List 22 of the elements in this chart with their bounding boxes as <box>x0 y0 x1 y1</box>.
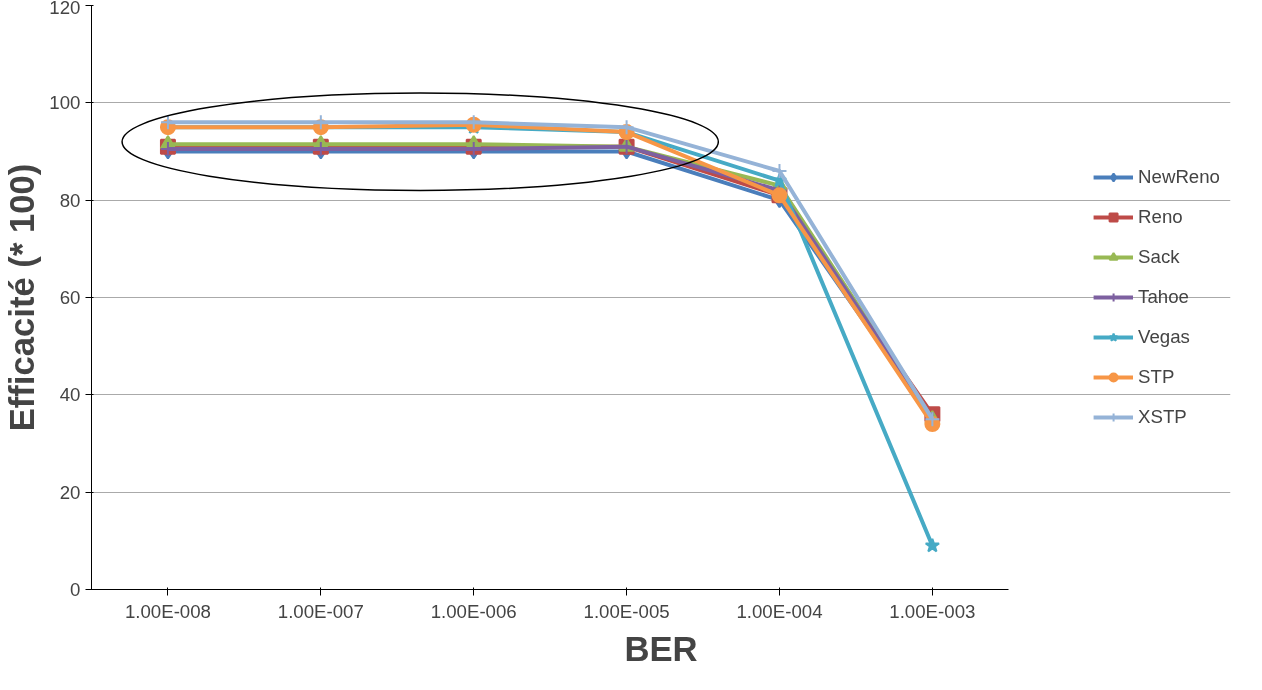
x-tick-label: 1.00E-006 <box>430 600 517 622</box>
y-tick-label: 80 <box>59 189 81 211</box>
legend-label: Vegas <box>1138 326 1190 348</box>
y-tick-label: 60 <box>59 287 81 308</box>
y-tick-label: 40 <box>59 384 81 406</box>
x-axis-title: BER <box>624 629 698 668</box>
y-tick-label: 20 <box>59 481 81 503</box>
y-tick-label: 120 <box>49 0 81 18</box>
x-tick-label: 1.00E-004 <box>736 600 823 622</box>
x-tick-label: 1.00E-008 <box>124 600 212 622</box>
y-axis-title: Efficacité (* 100) <box>3 163 42 432</box>
legend-label: Sack <box>1138 246 1180 268</box>
legend-label: XSTP <box>1138 406 1187 428</box>
legend-label: Tahoe <box>1138 286 1189 308</box>
legend-label: Reno <box>1138 206 1183 228</box>
legend-label: NewReno <box>1138 166 1220 188</box>
y-tick-label: 100 <box>49 92 81 114</box>
x-tick-label: 1.00E-007 <box>277 600 364 622</box>
y-tick-label: 0 <box>70 579 81 600</box>
x-tick-label: 1.00E-003 <box>889 600 976 622</box>
legend-label: STP <box>1138 366 1175 388</box>
x-tick-label: 1.00E-005 <box>583 600 670 622</box>
